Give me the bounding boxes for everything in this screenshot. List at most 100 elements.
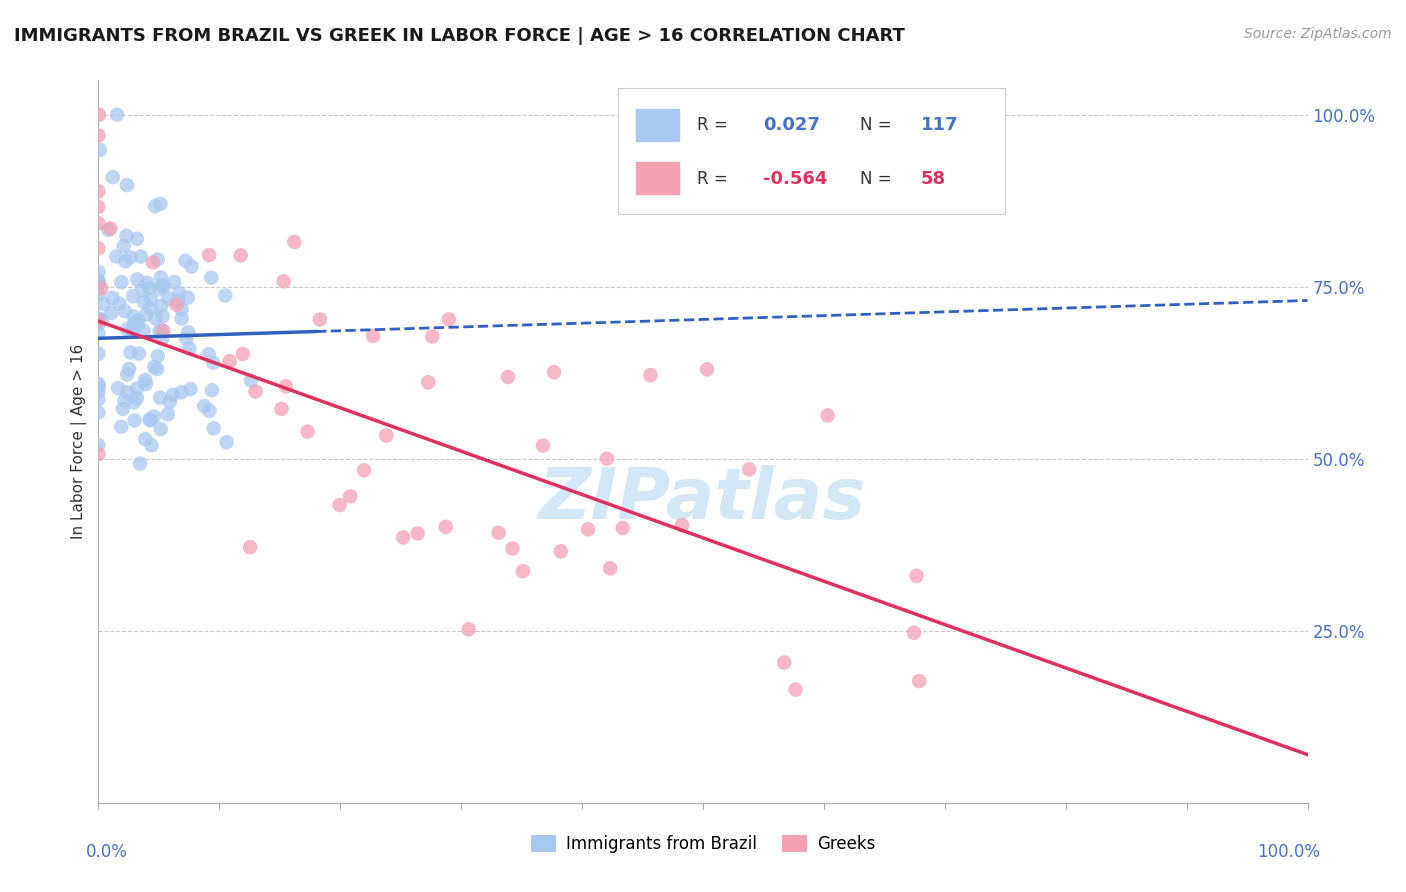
Point: [179, 382, 201, 396]
Point: [87, 241, 110, 255]
Point: [97, 223, 120, 237]
Point: [87, 379, 110, 393]
Point: [501, 541, 523, 556]
Point: [122, 310, 145, 324]
Point: [170, 302, 193, 317]
Point: [112, 239, 135, 253]
Point: [738, 462, 761, 476]
Point: [115, 322, 138, 336]
Text: N =: N =: [860, 169, 897, 187]
Point: [201, 384, 224, 398]
Point: [177, 291, 200, 305]
Text: N =: N =: [860, 117, 897, 135]
Point: [146, 252, 169, 267]
Point: [90, 281, 112, 295]
Point: [87, 314, 110, 328]
Point: [143, 409, 166, 424]
Point: [202, 421, 225, 435]
Point: [87, 265, 110, 279]
Point: [87, 392, 110, 407]
Point: [135, 377, 157, 392]
Point: [129, 250, 152, 264]
Point: [101, 170, 124, 185]
Point: [785, 682, 807, 697]
Text: IMMIGRANTS FROM BRAZIL VS GREEK IN LABOR FORCE | AGE > 16 CORRELATION CHART: IMMIGRANTS FROM BRAZIL VS GREEK IN LABOR…: [14, 27, 905, 45]
Point: [87, 108, 110, 122]
Point: [127, 272, 149, 286]
Point: [87, 275, 110, 289]
Point: [773, 656, 796, 670]
Point: [457, 623, 479, 637]
Point: [218, 354, 240, 368]
Point: [87, 376, 110, 391]
Point: [128, 313, 150, 327]
Point: [122, 289, 145, 303]
Point: [87, 216, 110, 230]
Legend: Immigrants from Brazil, Greeks: Immigrants from Brazil, Greeks: [524, 828, 882, 860]
Point: [115, 368, 138, 382]
Point: [87, 447, 110, 461]
Point: [392, 530, 415, 544]
Point: [100, 306, 122, 320]
Y-axis label: In Labor Force | Age > 16: In Labor Force | Age > 16: [72, 344, 87, 539]
Point: [696, 362, 718, 376]
Point: [105, 108, 128, 122]
Point: [576, 522, 599, 536]
Point: [240, 374, 263, 388]
Point: [134, 373, 156, 387]
Point: [166, 298, 188, 312]
Point: [131, 283, 153, 297]
Point: [375, 428, 398, 442]
Point: [132, 294, 155, 309]
Point: [273, 274, 295, 288]
Point: [143, 199, 166, 213]
Point: [612, 521, 634, 535]
Point: [903, 625, 925, 640]
Point: [179, 342, 201, 356]
Point: [215, 435, 238, 450]
Text: 58: 58: [921, 169, 946, 187]
Point: [124, 413, 146, 427]
Point: [134, 432, 156, 446]
Point: [87, 347, 110, 361]
Point: [437, 312, 460, 326]
Point: [150, 278, 173, 293]
Point: [87, 185, 110, 199]
Point: [139, 301, 162, 316]
Point: [110, 420, 132, 434]
Point: [145, 311, 167, 326]
Point: [200, 270, 222, 285]
Point: [170, 311, 193, 326]
Point: [120, 251, 142, 265]
Point: [148, 283, 170, 297]
Point: [512, 564, 534, 578]
Point: [232, 347, 254, 361]
Point: [141, 438, 163, 452]
Point: [543, 365, 565, 379]
Point: [596, 451, 619, 466]
Text: R =: R =: [697, 117, 733, 135]
Point: [198, 347, 221, 361]
Point: [198, 248, 221, 262]
Text: -0.564: -0.564: [763, 169, 828, 187]
Point: [139, 413, 162, 427]
Point: [107, 381, 129, 395]
Point: [177, 325, 200, 339]
Point: [167, 293, 190, 308]
Point: [193, 399, 215, 413]
Point: [496, 370, 519, 384]
Point: [420, 329, 443, 343]
Text: 0.0%: 0.0%: [86, 843, 128, 861]
Point: [162, 388, 184, 402]
Point: [214, 288, 236, 302]
Point: [101, 291, 124, 305]
Text: Source: ZipAtlas.com: Source: ZipAtlas.com: [1244, 27, 1392, 41]
Point: [112, 393, 135, 408]
Point: [146, 362, 169, 376]
Point: [149, 270, 172, 285]
Point: [406, 526, 429, 541]
Point: [270, 401, 292, 416]
Point: [108, 296, 131, 310]
Point: [143, 359, 166, 374]
Point: [817, 409, 839, 423]
